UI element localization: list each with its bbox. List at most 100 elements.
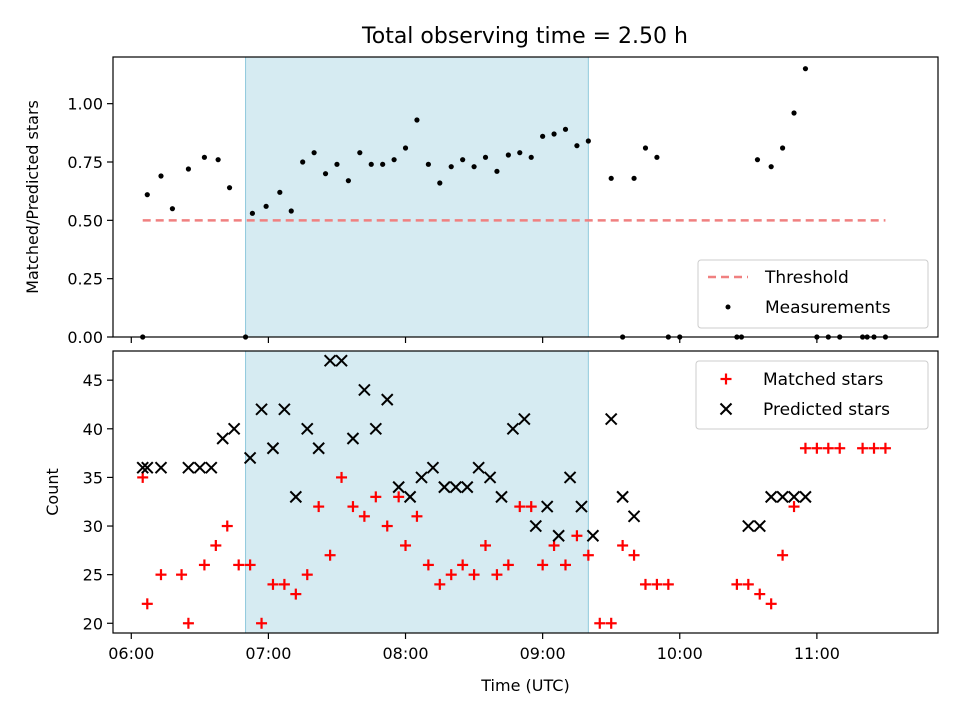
bottom-y-tick-label: 25 <box>83 566 103 585</box>
predicted-star-point-b <box>289 490 303 504</box>
matched-star-point <box>210 539 222 551</box>
predicted-star-point-b <box>616 490 629 504</box>
measurement-point <box>300 159 306 165</box>
matched-star-point <box>422 559 434 571</box>
matched-star-point <box>754 588 766 600</box>
measurement-point <box>402 145 409 151</box>
matched-star-point <box>628 549 640 561</box>
bottom-panel-legend: Matched stars Predicted stars <box>695 360 929 430</box>
predicted-star-point <box>764 490 778 504</box>
predicted-star-point-b <box>335 354 348 367</box>
top-panel-frame <box>112 56 939 338</box>
predicted-star-point-b <box>205 461 218 474</box>
observing-window-bottom <box>245 350 589 634</box>
matched-star-point <box>434 578 446 590</box>
matched-star-point <box>868 442 880 454</box>
top-legend-box <box>697 259 929 329</box>
predicted-star-point <box>449 480 463 494</box>
measurement-point <box>201 154 208 160</box>
bottom-y-tick-label: 30 <box>83 517 103 536</box>
matched-star-point <box>480 539 492 551</box>
measurement-point <box>574 143 580 149</box>
top-y-tick-label: 1.00 <box>67 95 103 114</box>
matched-star-point <box>594 617 606 629</box>
predicted-star-point-b <box>136 461 149 474</box>
measurement-point <box>169 206 176 212</box>
matched-star-point <box>155 569 167 581</box>
matched-star-point <box>445 569 457 581</box>
matched-star-point <box>559 559 571 571</box>
measurement-point <box>471 164 477 170</box>
predicted-star-point-b <box>529 519 542 533</box>
predicted-stars-legend-label: Predicted stars <box>763 400 890 420</box>
measurement-point <box>540 133 546 139</box>
matched-star-point <box>278 578 290 590</box>
matched-star-point <box>548 539 560 551</box>
measurements-legend-marker <box>725 304 731 310</box>
top-y-tick-label: 0.50 <box>67 211 103 230</box>
bottom-panel-axes: 20 25 30 35 40 45 06:00 07:00 08:00 09:00 10:00 11:… <box>83 371 840 663</box>
matched-stars-legend-label: Matched stars <box>763 370 883 390</box>
matched-star-point <box>617 539 629 551</box>
measurement-point <box>414 117 420 123</box>
predicted-star-point-b <box>604 412 618 426</box>
top-y-tick-label: 0.00 <box>67 328 103 347</box>
matched-star-point <box>393 491 405 503</box>
measurement-point <box>215 157 221 163</box>
matched-star-point <box>525 501 537 513</box>
measurement-point <box>144 192 150 198</box>
predicted-star-point-b <box>627 510 641 523</box>
matched-star-point <box>834 442 846 454</box>
measurement-point <box>437 180 443 186</box>
matched-star-point <box>347 501 359 513</box>
predicted-star-point <box>753 519 766 533</box>
top-y-tick-label: 0.25 <box>67 270 103 289</box>
measurement-point <box>494 168 500 174</box>
predicted-star-point-b <box>358 383 371 397</box>
predicted-star-point-b <box>742 519 755 533</box>
matched-star-point <box>857 442 869 454</box>
matched-star-point <box>811 442 823 454</box>
matched-star-point <box>400 539 412 551</box>
matched-star-point <box>639 578 651 590</box>
predicted-star-point-b <box>506 422 520 436</box>
predicted-star-point <box>369 422 383 436</box>
predicted-star-point-b <box>369 422 383 436</box>
measurement-point <box>562 126 569 132</box>
predicted-star-point <box>243 451 257 465</box>
matched-star-point <box>571 530 583 542</box>
predicted-star-point <box>323 354 337 367</box>
measurement-point <box>380 161 386 167</box>
predicted-star-point <box>255 403 268 416</box>
predicted-star-point-b <box>764 490 778 504</box>
bottom-y-tick-label: 45 <box>83 371 103 390</box>
matched-star-point <box>457 559 469 571</box>
predicted-star-point-b <box>154 461 168 474</box>
predicted-star-point <box>495 490 508 504</box>
matched-star-point <box>256 617 268 629</box>
predicted-star-point-b <box>266 442 280 455</box>
measurement-point <box>249 210 256 216</box>
predicted-star-point-b <box>563 471 577 484</box>
matched-star-point <box>651 578 663 590</box>
predicted-star-point-b <box>753 519 766 533</box>
matched-stars-legend-marker <box>720 373 732 385</box>
matched-star-point <box>411 510 423 522</box>
bottom-y-tick-label: 40 <box>83 420 103 439</box>
measurement-point <box>482 154 489 160</box>
predicted-star-point <box>426 461 440 474</box>
measurement-point <box>551 131 557 137</box>
measurement-point <box>779 145 786 151</box>
x-tick-label: 06:00 <box>108 644 154 663</box>
bottom-y-tick-label: 20 <box>83 614 103 633</box>
top-panel-legend: Threshold Measurements <box>697 259 929 329</box>
predicted-star-point <box>461 480 474 494</box>
matched-star-point <box>662 578 674 590</box>
predicted-legend-glyph-b <box>719 402 733 416</box>
predicted-star-point <box>627 510 641 523</box>
predicted-star-point <box>136 461 149 474</box>
x-tick-label: 11:00 <box>794 644 840 663</box>
measurement-point <box>288 208 294 214</box>
matched-star-point <box>514 501 526 513</box>
